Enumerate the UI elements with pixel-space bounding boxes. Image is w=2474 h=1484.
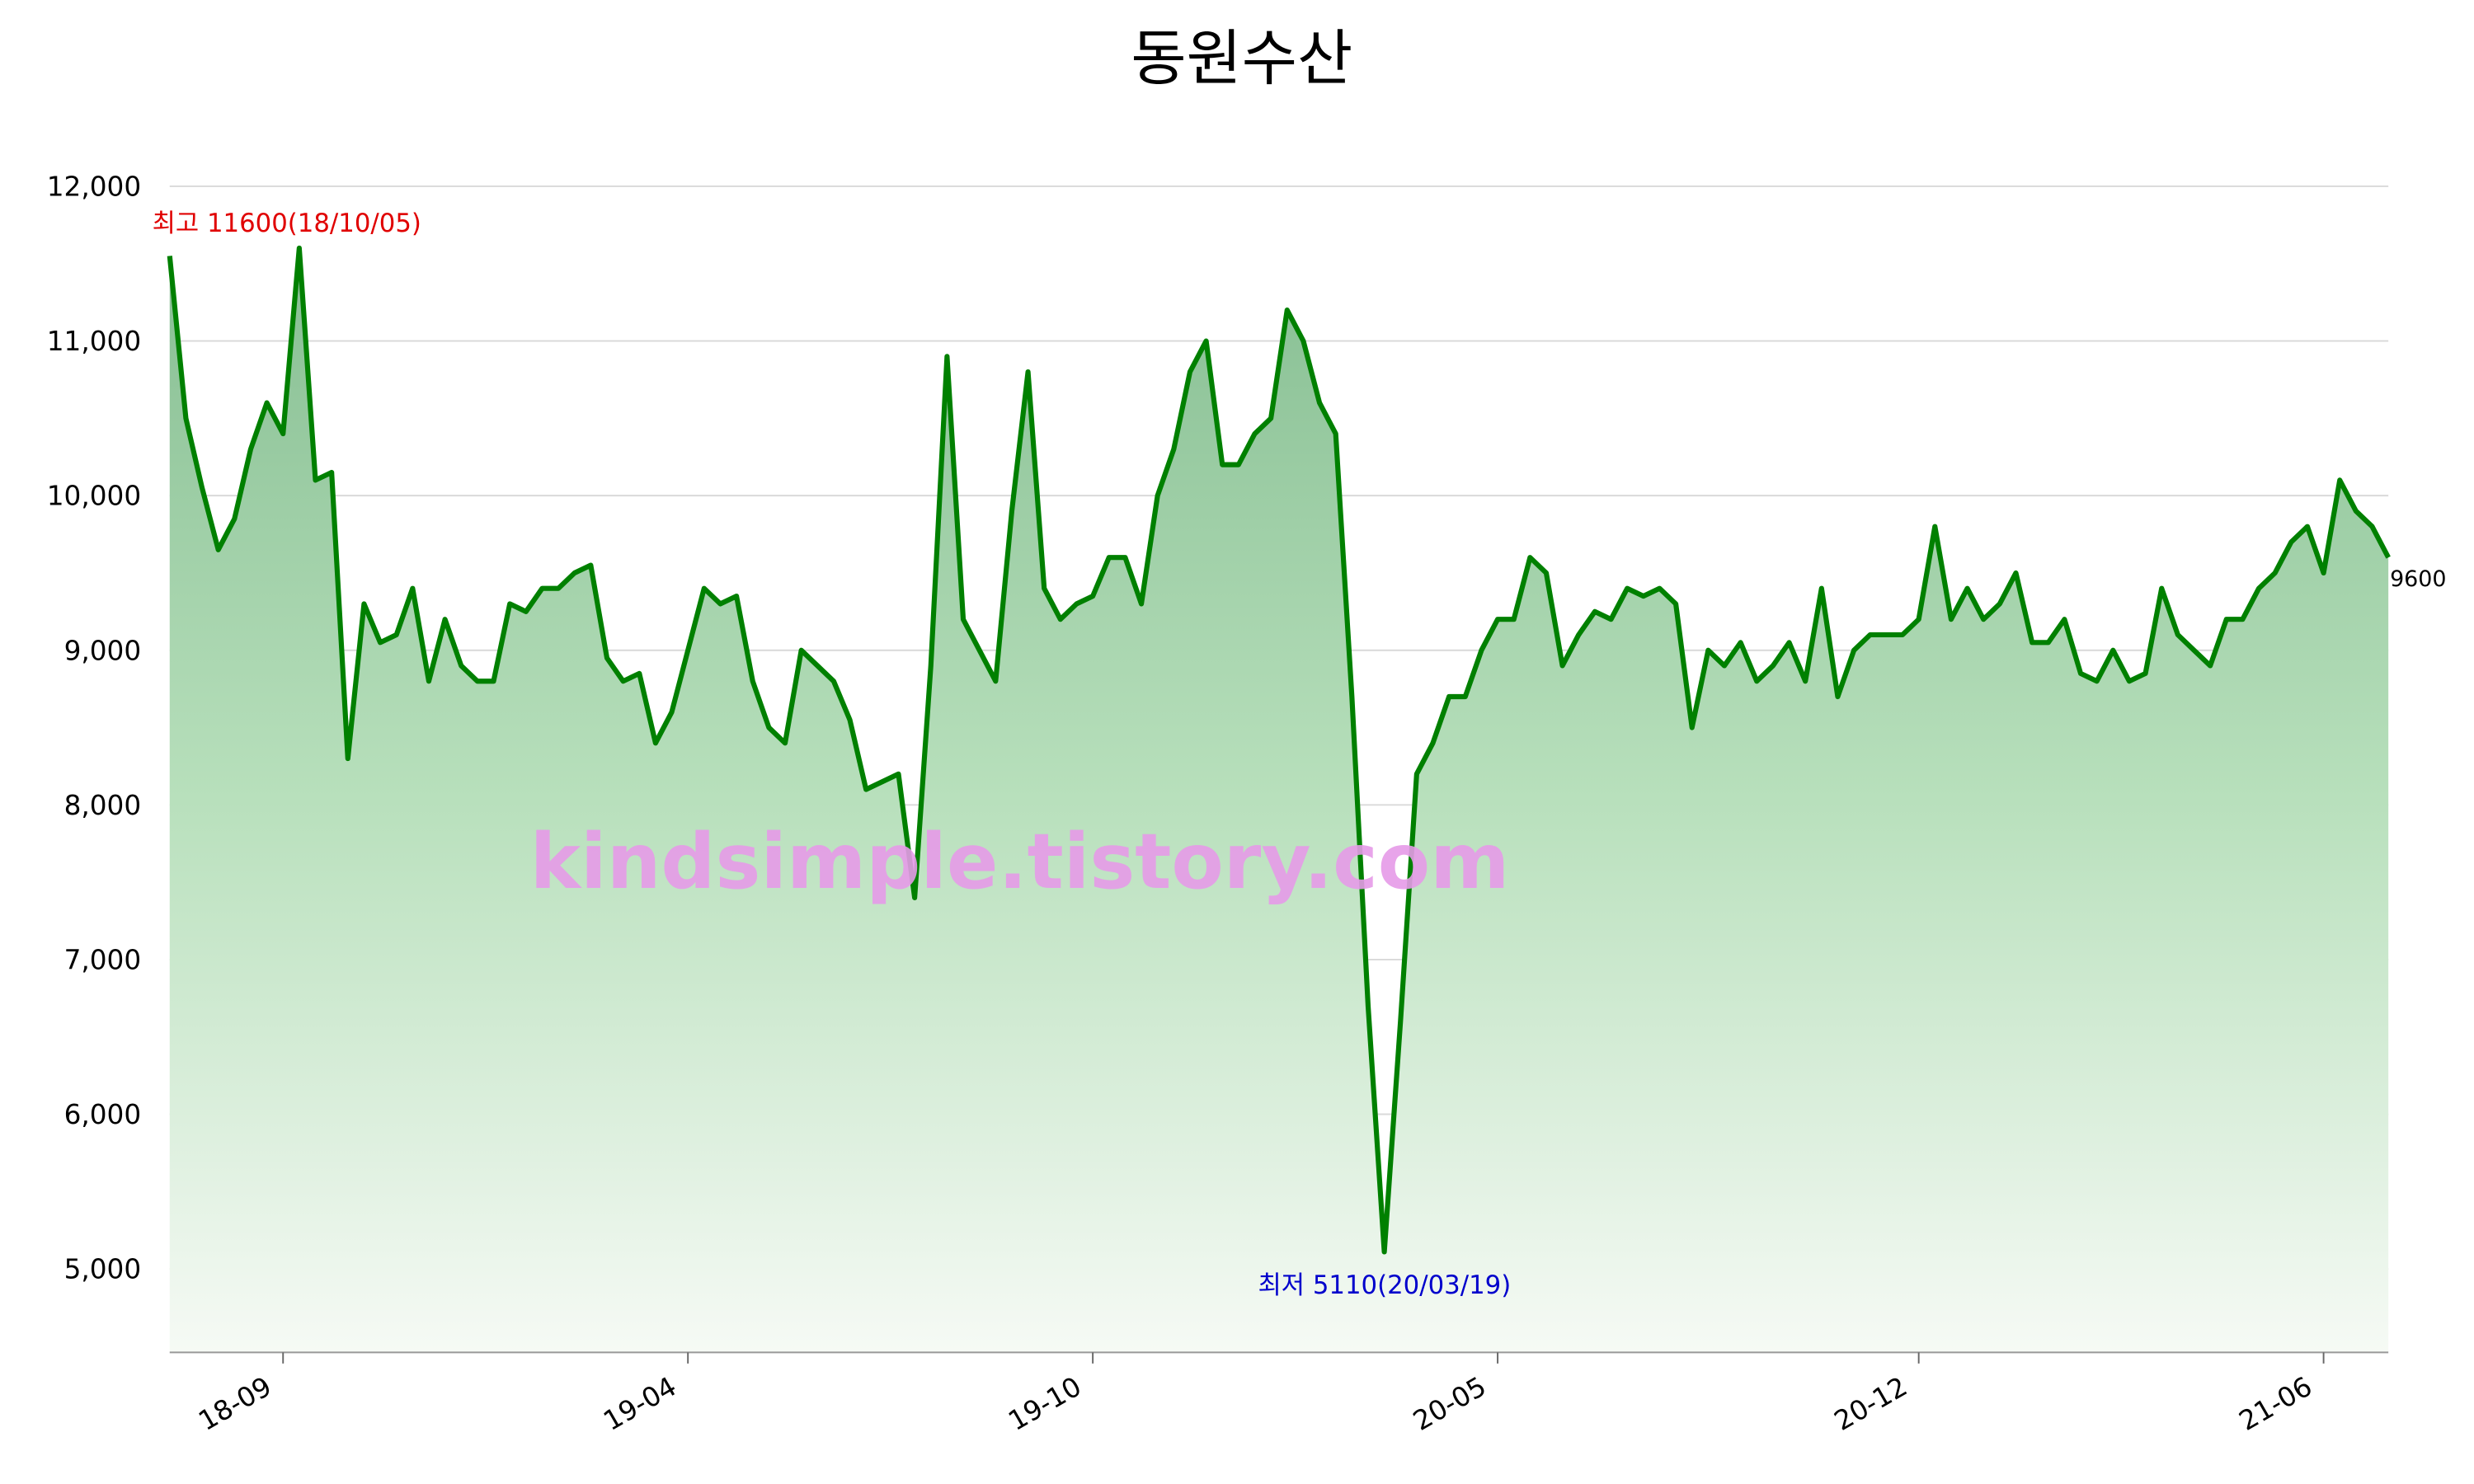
y-tick-label: 6,000: [64, 1099, 142, 1130]
y-tick-label: 12,000: [47, 171, 141, 203]
min-annotation: 최저 5110(20/03/19): [1258, 1270, 1511, 1300]
x-tick-label: 19-04: [598, 1370, 681, 1436]
x-tick-label: 20-12: [1829, 1370, 1912, 1436]
x-tick-label: 21-06: [2234, 1370, 2317, 1436]
y-tick-label: 10,000: [47, 481, 141, 512]
y-tick-label: 11,000: [47, 326, 141, 357]
y-tick-label: 5,000: [64, 1254, 142, 1285]
x-tick-label: 20-05: [1408, 1370, 1491, 1436]
max-annotation: 최고 11600(18/10/05): [153, 209, 421, 238]
y-tick-label: 8,000: [64, 790, 142, 821]
x-tick-label: 18-09: [193, 1370, 276, 1436]
area: [169, 248, 2389, 1353]
y-tick-label: 7,000: [64, 944, 142, 975]
watermark: kindsimple.tistory.com: [530, 817, 1510, 906]
chart-title: 동원수산: [1131, 24, 1352, 94]
end-label: 9600: [2390, 566, 2446, 592]
price-line: [167, 245, 2391, 1255]
y-tick-label: 9,000: [64, 635, 142, 666]
x-tick-label: 19-10: [1003, 1370, 1086, 1436]
